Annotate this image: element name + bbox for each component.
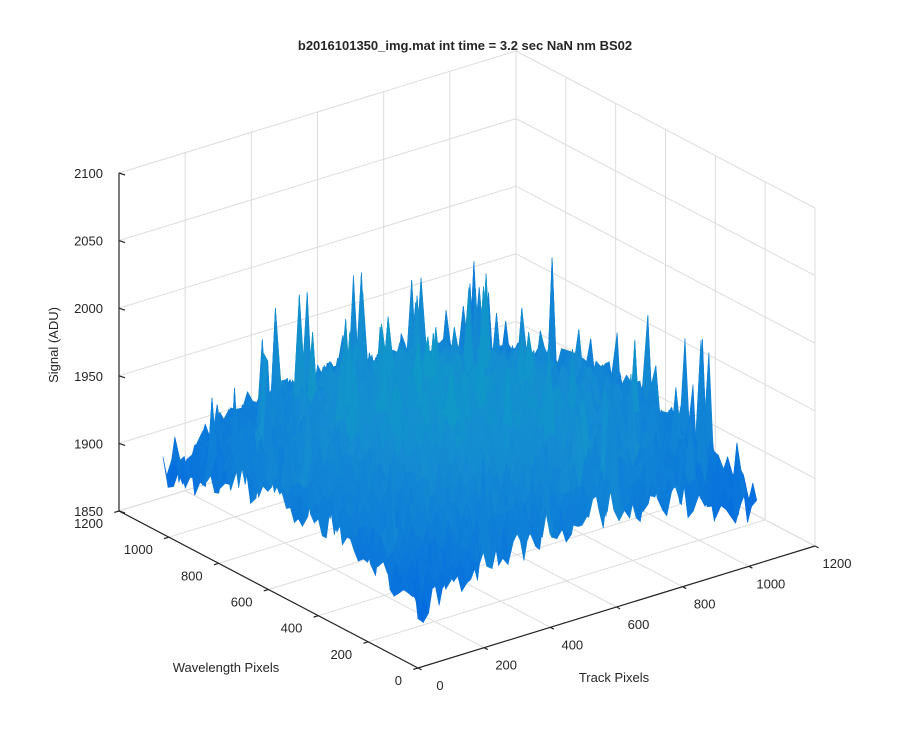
z-tick-label: 1900 — [74, 436, 103, 451]
x-tick — [550, 626, 555, 630]
grid-line — [515, 118, 816, 277]
y-tick-label: 600 — [231, 595, 253, 610]
grid-line — [318, 493, 716, 617]
z-tick — [118, 510, 126, 514]
y-tick — [114, 510, 120, 514]
grid-line — [118, 118, 517, 242]
x-tick-label: 1000 — [756, 576, 785, 591]
x-tick — [483, 647, 489, 651]
z-axis-label: Signal (ADU) — [46, 307, 61, 383]
chart-title: b2016101350_img.mat int time = 3.2 sec N… — [298, 38, 632, 53]
y-tick-label: 0 — [395, 673, 402, 688]
x-tick-label: 800 — [694, 597, 716, 612]
y-tick-label: 1200 — [74, 516, 103, 531]
z-tick-label: 1950 — [74, 369, 103, 384]
y-tick — [263, 588, 269, 592]
z-tick — [118, 375, 126, 379]
grid-line — [118, 253, 517, 377]
y-tick-label: 400 — [281, 621, 303, 636]
z-tick-label: 2000 — [74, 301, 103, 316]
x-tick-label: 600 — [628, 617, 650, 632]
y-tick-label: 200 — [330, 647, 352, 662]
grid-line — [515, 50, 816, 209]
surface-mesh — [162, 257, 758, 624]
z-tick — [118, 307, 126, 311]
x-tick — [682, 586, 687, 590]
z-tick — [118, 240, 126, 244]
z-tick — [118, 172, 126, 176]
grid-line — [515, 320, 816, 479]
x-tick-label: 0 — [436, 678, 443, 693]
tick-labels: 0 200 400 600 800 1000 1200 0 200 400 600 800 1000 12… — [74, 166, 851, 693]
axes — [114, 172, 819, 671]
z-tick-label: 1850 — [74, 504, 103, 519]
x-tick — [616, 606, 621, 610]
z-tick — [118, 442, 126, 446]
x-tick-label: 1200 — [823, 556, 852, 571]
y-tick — [313, 615, 319, 618]
y-tick — [163, 536, 170, 540]
grid-line — [515, 185, 816, 344]
x-tick-label: 400 — [561, 637, 583, 652]
z-tick-label: 2100 — [74, 166, 103, 181]
y-axis-label: Wavelength Pixels — [173, 660, 280, 675]
y-tick-label: 1000 — [124, 542, 153, 557]
x-axis-label: Track Pixels — [579, 670, 650, 685]
x-tick-label: 200 — [495, 658, 517, 673]
grid-line — [515, 253, 816, 412]
x-tick — [748, 565, 753, 569]
y-tick-label: 800 — [181, 568, 203, 583]
y-tick — [363, 641, 369, 644]
grid-line — [118, 50, 517, 174]
y-tick — [413, 667, 419, 671]
surface-cell — [413, 582, 425, 624]
grid-line — [368, 519, 766, 643]
y-tick — [213, 562, 219, 566]
grid-line — [118, 185, 517, 309]
x-tick — [814, 545, 819, 549]
z-tick-label: 2050 — [74, 234, 103, 249]
x-tick — [417, 667, 422, 671]
